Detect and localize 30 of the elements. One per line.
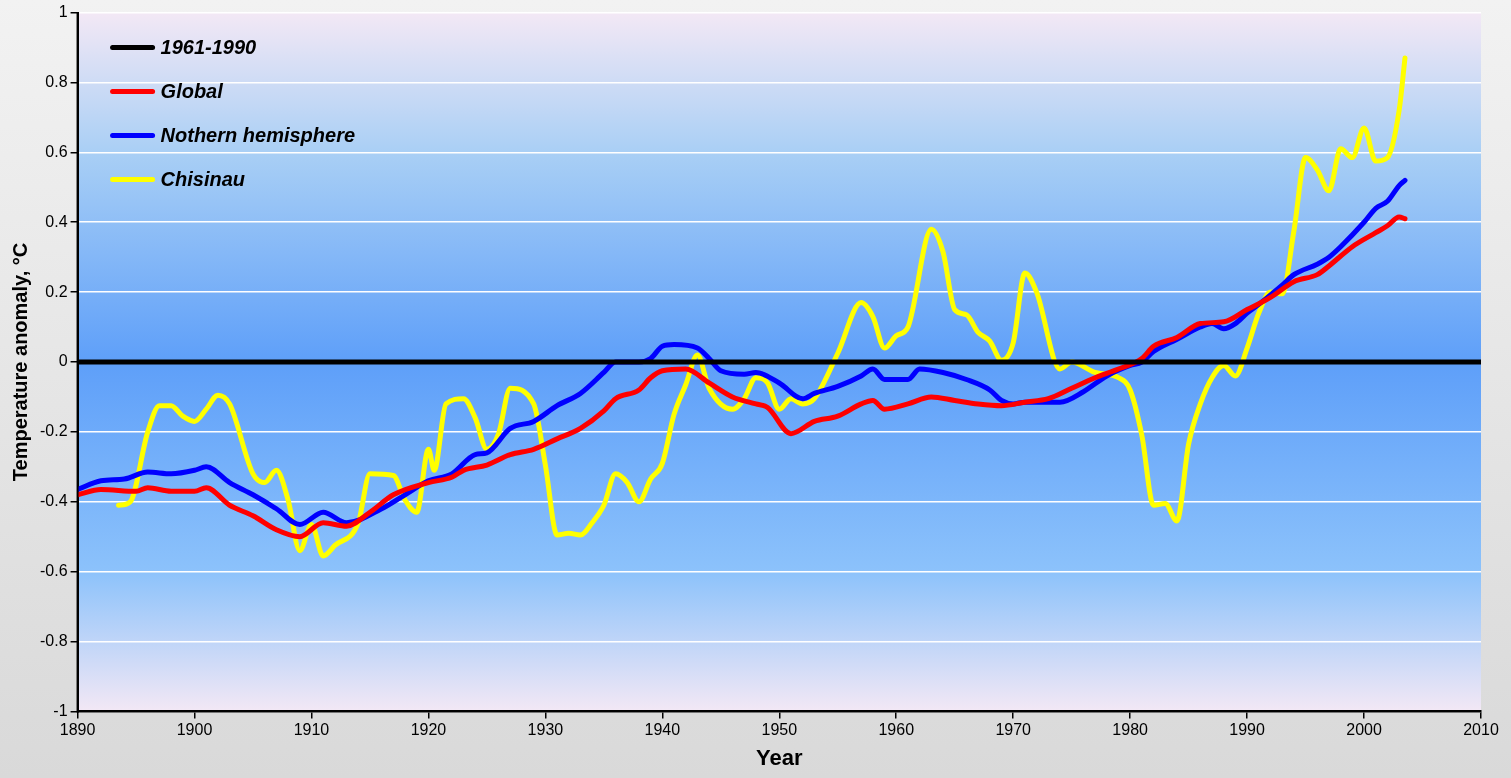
- x-tick-label: 1920: [410, 721, 447, 739]
- y-tick-label: -1: [53, 701, 68, 719]
- x-tick-label: 1890: [59, 721, 96, 739]
- x-tick-label: 2000: [1346, 721, 1382, 739]
- x-tick-label: 1950: [761, 721, 798, 739]
- x-tick-label: 2010: [1463, 721, 1499, 739]
- x-tick-label: 1960: [878, 721, 915, 739]
- y-tick-label: 0: [58, 352, 68, 370]
- y-tick-label: -0.2: [39, 422, 68, 440]
- y-tick-label: -0.4: [39, 492, 68, 510]
- y-tick-label: 0.6: [45, 142, 68, 160]
- y-tick-label: -0.8: [39, 631, 68, 649]
- x-tick-label: 1980: [1112, 721, 1149, 739]
- x-tick-label: 1990: [1229, 721, 1265, 739]
- legend-label: 1961-1990: [160, 36, 257, 59]
- y-tick-label: 0.4: [45, 212, 68, 230]
- y-tick-label: 0.2: [45, 282, 68, 300]
- y-tick-label: -0.6: [39, 562, 68, 580]
- legend-label: Chisinau: [160, 168, 246, 191]
- y-tick-label: 1: [58, 3, 68, 21]
- legend-label: Nothern hemisphere: [160, 124, 356, 147]
- x-tick-label: 1930: [527, 721, 564, 739]
- x-tick-label: 1970: [995, 721, 1032, 739]
- x-tick-label: 1900: [176, 721, 213, 739]
- x-tick-label: 1910: [293, 721, 330, 739]
- x-tick-label: 1940: [644, 721, 681, 739]
- x-axis-title: Year: [756, 744, 803, 770]
- y-tick-label: 0.8: [45, 72, 68, 90]
- y-axis-title: Temperature anomaly, °C: [8, 242, 31, 482]
- legend-label: Global: [160, 80, 224, 103]
